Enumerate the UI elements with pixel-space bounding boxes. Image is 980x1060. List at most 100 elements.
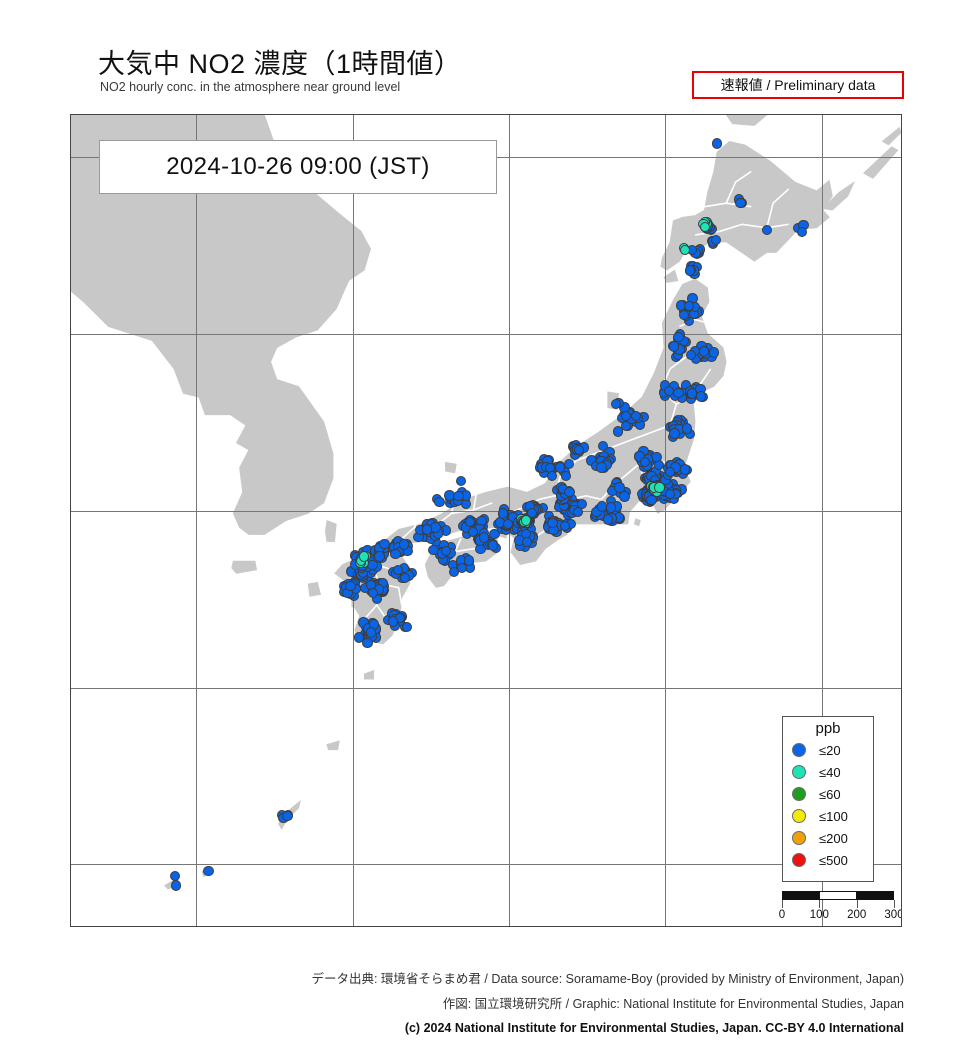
station-marker	[596, 462, 607, 473]
map-plot-area[interactable]: 25°N30°N35°N40°N45°N125°E130°E135°E140°E…	[70, 114, 902, 927]
station-marker	[546, 470, 558, 481]
station-marker	[639, 456, 650, 468]
station-marker	[559, 520, 571, 531]
scale-tick	[856, 900, 858, 908]
station-marker	[620, 420, 632, 431]
station-marker	[282, 810, 293, 821]
gridline-lat	[71, 687, 901, 689]
station-marker	[673, 388, 684, 399]
legend-item-label: ≤100	[819, 808, 848, 824]
scale-tick-label: 200	[847, 909, 867, 921]
tick-lat-minor	[70, 193, 71, 194]
legend-item-label: ≤500	[819, 852, 848, 868]
preliminary-data-badge: 速報値 / Preliminary data	[692, 71, 904, 99]
tick-lon-minor	[478, 926, 479, 927]
tick-lat-minor	[70, 617, 71, 618]
station-marker	[673, 331, 684, 342]
tick-lon-minor	[384, 926, 385, 927]
tick-lon	[196, 926, 197, 927]
gridline-lon	[196, 115, 198, 926]
tick-lon-minor	[71, 926, 72, 927]
station-marker	[521, 536, 533, 547]
gridline-lat	[71, 864, 901, 866]
station-marker	[699, 221, 711, 232]
scale-tick-label: 300	[884, 909, 902, 921]
legend-item[interactable]: ≤100	[783, 805, 873, 827]
tick-lat	[70, 864, 71, 865]
tick-lon-minor	[165, 926, 166, 927]
legend-item[interactable]: ≤500	[783, 849, 873, 871]
scale-bar-blocks	[782, 891, 894, 900]
tick-lon-minor	[571, 926, 572, 927]
legend-item[interactable]: ≤20	[783, 739, 873, 761]
station-marker	[573, 444, 585, 456]
prefecture-border	[694, 223, 743, 236]
legend-item-label: ≤60	[819, 786, 841, 802]
station-marker	[358, 551, 369, 562]
station-marker	[440, 546, 452, 557]
landmass-polygon	[822, 181, 856, 211]
legend-item[interactable]: ≤60	[783, 783, 873, 805]
station-marker	[630, 410, 641, 422]
landmass-polygon	[881, 126, 901, 146]
tick-lat-minor	[70, 652, 71, 653]
station-marker	[434, 496, 445, 508]
station-marker	[379, 539, 390, 550]
tick-lat-minor	[70, 546, 71, 547]
scale-tick-label: 0	[778, 909, 786, 921]
legend-item[interactable]: ≤40	[783, 761, 873, 783]
tick-lat-minor	[70, 582, 71, 583]
tick-lat-minor	[70, 723, 71, 724]
legend-item[interactable]: ≤200	[783, 827, 873, 849]
landmass-polygon	[863, 146, 899, 179]
tick-lon-minor	[415, 926, 416, 927]
station-marker	[654, 482, 665, 493]
legend-swatch-icon	[792, 743, 806, 757]
station-marker	[687, 388, 698, 399]
tick-lat-minor	[70, 405, 71, 406]
scale-bar-labels: 0 100 200 300km	[778, 909, 902, 923]
station-marker	[761, 225, 773, 236]
landmass-polygon	[445, 461, 457, 474]
legend-swatch-icon	[792, 853, 806, 867]
tick-lon	[353, 926, 354, 927]
tick-lat-minor	[70, 900, 71, 901]
station-marker	[392, 564, 403, 576]
tick-lon-minor	[227, 926, 228, 927]
station-marker	[620, 410, 631, 421]
tick-lon-minor	[102, 926, 103, 927]
station-marker	[711, 138, 723, 149]
station-marker	[796, 226, 808, 238]
station-marker	[679, 245, 691, 256]
tick-lon	[665, 926, 666, 927]
tick-lat	[70, 334, 71, 335]
tick-lon-minor	[290, 926, 291, 927]
scale-bar: 0 100 200 300km	[778, 891, 902, 923]
station-marker	[387, 616, 398, 627]
gridline-lon	[821, 115, 823, 926]
scale-tick-label: 100	[809, 909, 829, 921]
station-marker	[664, 385, 675, 397]
station-marker	[463, 555, 475, 566]
page-title: 大気中 NO2 濃度（1時間値）	[98, 49, 462, 79]
station-marker	[681, 423, 693, 434]
station-marker	[368, 587, 379, 599]
tick-lon-minor	[697, 926, 698, 927]
station-marker	[591, 506, 602, 518]
station-marker	[422, 524, 433, 535]
tick-lat-minor	[70, 758, 71, 759]
tick-lon-minor	[790, 926, 791, 927]
tick-lon-minor	[884, 926, 885, 927]
station-marker	[683, 301, 695, 312]
legend-swatch-icon	[792, 831, 806, 845]
scale-bar-ticks	[782, 900, 895, 908]
legend-swatch-icon	[792, 787, 806, 801]
tick-lat	[70, 511, 71, 512]
station-marker	[699, 346, 710, 357]
gridline-lat	[71, 510, 901, 512]
station-marker	[366, 627, 377, 638]
station-marker	[597, 501, 608, 512]
station-marker	[611, 398, 622, 409]
landmass-polygon	[307, 581, 322, 597]
gridline-lat	[71, 334, 901, 336]
